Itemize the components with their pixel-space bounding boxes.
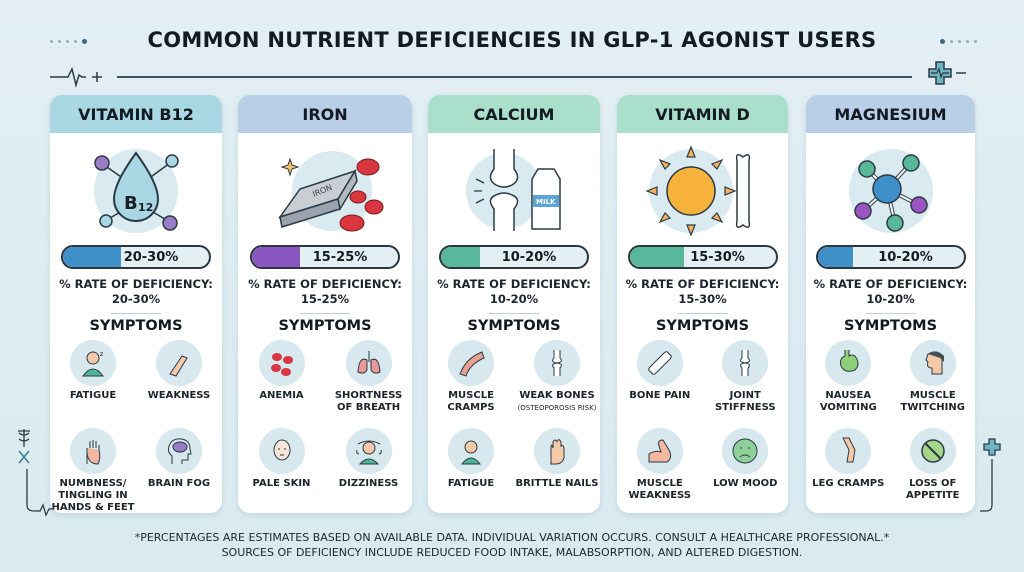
svg-text:z: z [100, 351, 103, 358]
dizzy-person-icon [345, 428, 392, 474]
symptom-item: FATIGUE [428, 428, 514, 513]
medical-cross-side-icon [980, 438, 1001, 512]
tired-person-icon [448, 428, 494, 474]
symptoms-heading: SYMPTOMS [89, 318, 183, 334]
symptoms-heading: SYMPTOMS [843, 318, 938, 334]
symptom-item: DIZZINESS [325, 428, 412, 513]
flexed-arm-icon [636, 428, 683, 474]
card-header: CALCIUM [428, 95, 600, 133]
joint-milk-carton-icon: MILK [466, 149, 561, 231]
symptom-item: MUSCLE TWITCHING [891, 340, 976, 426]
deficiency-bar: 10-20% [439, 245, 589, 269]
iron-bar-blood-cells-icon: IRON [278, 151, 384, 232]
deficiency-bar: 10-20% [815, 245, 966, 269]
deficiency-rate: % RATE OF DEFICIENCY: 10-20% [437, 277, 591, 306]
leg-cramp-icon [825, 428, 872, 474]
bone-icon [636, 340, 683, 386]
symptom-item: NUMBNESS/ TINGLING IN HANDS & FEET [50, 428, 136, 513]
symptoms-heading: SYMPTOMS [467, 318, 561, 334]
disclaimer-line: *PERCENTAGES ARE ESTIMATES BASED ON AVAI… [134, 531, 890, 544]
caduceus-dna-icon [18, 429, 58, 517]
card-header: IRON [238, 95, 412, 133]
hand-nails-icon [534, 428, 580, 474]
tired-person-icon: z [70, 340, 116, 386]
brain-head-icon [156, 428, 202, 474]
card-magnesium: MAGNESIUM 10-20% % RATE OF DEFICIENCY: 1… [806, 95, 975, 513]
symptom-item: z FATIGUE [50, 340, 136, 426]
symptom-item: LEG CRAMPS [806, 428, 891, 513]
card-iron: IRON IRON 15-25% % RATE OF DEFICIENCY: 1… [238, 95, 412, 513]
muscle-cramp-icon [448, 340, 494, 386]
symptom-item: BRITTLE NAILS [514, 428, 600, 513]
pale-face-icon [258, 428, 305, 474]
no-appetite-icon [909, 428, 956, 474]
symptom-item: WEAK BONES (OSTEOPOROSIS RISK) [514, 340, 600, 426]
symptoms-heading: SYMPTOMS [278, 318, 372, 334]
card-header: VITAMIN B12 [50, 95, 222, 133]
molecule-icon [848, 149, 933, 233]
symptom-item: SHORTNESS OF BREATH [325, 340, 412, 426]
stiff-joint-icon [722, 340, 769, 386]
card-vitamin-d: VITAMIN D 15-30% % RATE OF DEFICIENCY: 1… [617, 95, 788, 513]
deficiency-bar: 20-30% [61, 245, 211, 269]
symptom-item: NAUSEA VOMITING [806, 340, 891, 426]
symptom-item: LOW MOOD [703, 428, 789, 513]
decorative-dots-right [940, 39, 977, 44]
deficiency-rate: % RATE OF DEFICIENCY: 15-30% [625, 277, 780, 306]
sun-bone-icon [644, 145, 750, 237]
symptom-item: LOSS OF APPETITE [891, 428, 976, 513]
svg-text:12: 12 [138, 201, 153, 214]
decorative-dots-left [50, 39, 87, 44]
symptom-item: ANEMIA [238, 340, 325, 426]
heartbeat-icon [50, 66, 102, 88]
deficiency-rate: % RATE OF DEFICIENCY: 10-20% [813, 277, 968, 306]
tingling-hand-icon [70, 428, 116, 474]
deficiency-rate: % RATE OF DEFICIENCY: 20-30% [59, 277, 213, 306]
medical-cross-icon [928, 61, 966, 85]
symptom-item: JOINT STIFFNESS [703, 340, 789, 426]
card-vitamin-b12: VITAMIN B12 B 12 20-30% % RATE OF DE [50, 95, 222, 513]
symptom-item: WEAKNESS [136, 340, 222, 426]
deficiency-bar: 15-30% [627, 245, 778, 269]
weak-joint-icon [534, 340, 580, 386]
card-header: MAGNESIUM [806, 95, 975, 133]
lungs-icon [345, 340, 392, 386]
svg-text:B: B [124, 193, 138, 214]
twitching-face-icon [909, 340, 956, 386]
disclaimer-footer: *PERCENTAGES ARE ESTIMATES BASED ON AVAI… [0, 530, 1024, 560]
sad-face-icon [722, 428, 769, 474]
red-blood-cells-icon [258, 340, 305, 386]
card-calcium: CALCIUM MILK 10-20% % RATE OF DEFICIENCY… [428, 95, 600, 513]
weak-arm-icon [156, 340, 202, 386]
symptom-item: BRAIN FOG [136, 428, 222, 513]
symptom-item: MUSCLE CRAMPS [428, 340, 514, 426]
symptom-item: MUSCLE WEAKNESS [617, 428, 703, 513]
sources-line: SOURCES OF DEFICIENCY INCLUDE REDUCED FO… [221, 546, 803, 559]
title-divider [117, 76, 912, 78]
stomach-icon [825, 340, 872, 386]
deficiency-bar: 15-25% [250, 245, 400, 269]
deficiency-rate: % RATE OF DEFICIENCY: 15-25% [248, 277, 402, 306]
symptom-item: PALE SKIN [238, 428, 325, 513]
card-header: VITAMIN D [617, 95, 788, 133]
symptoms-heading: SYMPTOMS [655, 318, 750, 334]
symptom-item: BONE PAIN [617, 340, 703, 426]
page-title: COMMON NUTRIENT DEFICIENCIES IN GLP-1 AG… [147, 28, 877, 52]
svg-text:MILK: MILK [536, 198, 556, 206]
b12-droplet-molecule-icon: B 12 [94, 149, 179, 233]
